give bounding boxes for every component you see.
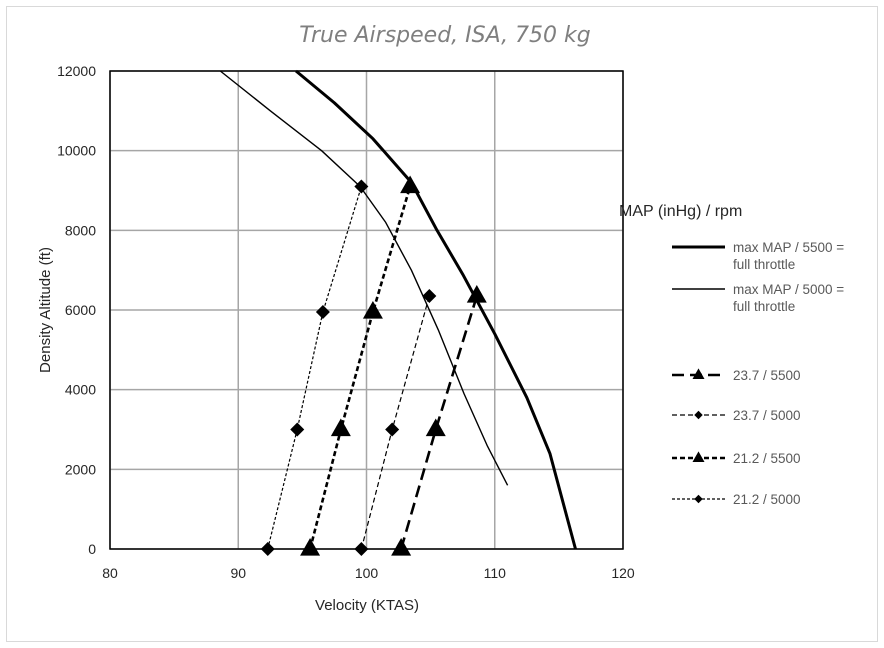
chart-title: True Airspeed, ISA, 750 kg xyxy=(299,23,591,48)
triangle-marker xyxy=(466,285,487,303)
y-tick-label: 0 xyxy=(88,541,96,557)
diamond-marker xyxy=(260,542,275,556)
y-tick-label: 4000 xyxy=(65,382,96,398)
legend-label-1: full throttle xyxy=(733,299,795,314)
y-tick-label: 12000 xyxy=(57,63,96,79)
x-tick-label: 80 xyxy=(102,565,118,581)
tick-labels: 80 90 100 110 120 0 2000 4000 6000 8000 10000 12000 xyxy=(57,63,635,581)
diamond-marker xyxy=(290,422,305,437)
series-line-5 xyxy=(267,186,362,550)
x-tick-label: 110 xyxy=(484,565,507,581)
y-axis-label: Density Altitude (ft) xyxy=(37,247,54,373)
x-tick-label: 100 xyxy=(355,565,379,581)
triangle-marker xyxy=(400,175,421,194)
legend-label-2: 23.7 / 5500 xyxy=(733,368,801,383)
markers-layer xyxy=(260,175,487,556)
series-line-2 xyxy=(399,295,479,550)
diamond-marker xyxy=(354,179,369,194)
series-line-1 xyxy=(219,70,509,486)
legend-label-5: 21.2 / 5000 xyxy=(733,492,801,507)
diamond-marker xyxy=(694,410,703,420)
chart-frame xyxy=(6,6,878,642)
diamond-marker xyxy=(422,289,437,304)
series-line-0 xyxy=(295,69,577,550)
y-tick-label: 8000 xyxy=(65,222,96,238)
triangle-marker xyxy=(425,418,446,437)
legend-label-1: max MAP / 5000 = xyxy=(733,282,844,297)
triangle-marker xyxy=(362,300,383,319)
series-line-4 xyxy=(308,186,412,550)
x-tick-label: 90 xyxy=(230,565,246,581)
legend: max MAP / 5500 = full throttle max MAP / 5… xyxy=(672,240,844,507)
triangle-marker xyxy=(300,538,321,556)
diamond-marker xyxy=(385,422,400,437)
legend-label-4: 21.2 / 5500 xyxy=(733,451,801,466)
triangle-marker xyxy=(391,538,412,556)
triangle-marker xyxy=(692,368,705,379)
y-tick-label: 10000 xyxy=(57,143,96,159)
x-axis-label: Velocity (KTAS) xyxy=(315,597,419,614)
triangle-marker xyxy=(692,451,705,462)
grid-lines xyxy=(109,70,624,550)
y-tick-label: 6000 xyxy=(65,302,96,318)
y-tick-label: 2000 xyxy=(65,461,96,477)
legend-label-0: full throttle xyxy=(733,257,795,272)
triangle-marker xyxy=(330,418,351,437)
legend-label-3: 23.7 / 5000 xyxy=(733,408,801,423)
diamond-marker xyxy=(694,494,703,504)
x-tick-label: 120 xyxy=(611,565,635,581)
legend-label-0: max MAP / 5500 = xyxy=(733,240,844,255)
diamond-marker xyxy=(354,542,369,556)
series-line-3 xyxy=(360,295,430,550)
diamond-marker xyxy=(315,304,330,319)
series-layer xyxy=(219,69,577,550)
legend-title: MAP (inHg) / rpm xyxy=(619,203,742,220)
